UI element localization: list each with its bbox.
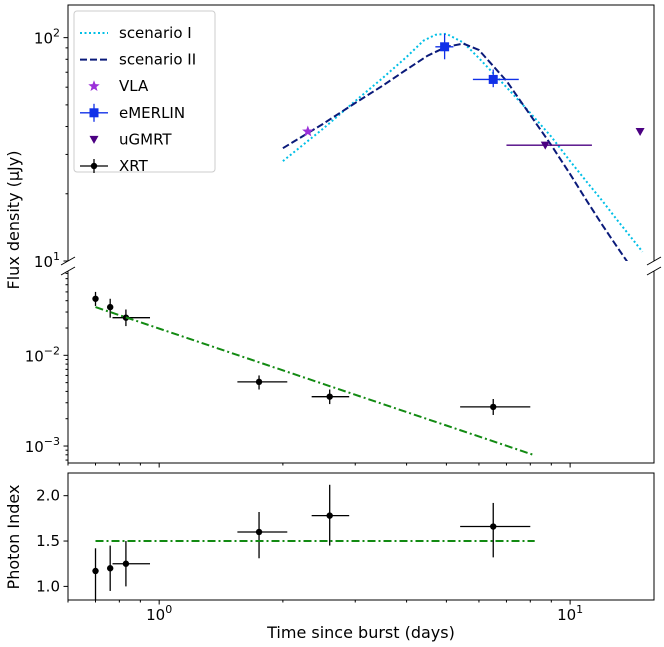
point-vla-0 (302, 125, 314, 137)
errorbar-photon-index-3 (237, 512, 288, 559)
point-ugmrt-1 (635, 127, 645, 136)
point-photon-index-1 (106, 565, 114, 572)
x-axis-label: Time since burst (days) (266, 623, 455, 642)
radio-panel-frame (67, 4, 655, 261)
legend-label-xrt: XRT (119, 157, 149, 175)
x-tick-label-1: 101 (557, 603, 583, 624)
legend-label-emerlin: eMERLIN (119, 104, 185, 122)
point-xrt-3 (255, 378, 263, 386)
legend-marker-vla (88, 80, 100, 92)
legend-label-vla: VLA (119, 77, 149, 95)
plot-area-radio (282, 32, 645, 261)
plot-area-index (92, 484, 535, 600)
y-tick-label-xray-1: 10−3 (25, 435, 60, 456)
y-tick-label-index-2: 2.0 (36, 487, 60, 505)
axis-break-lower-1 (646, 266, 662, 276)
point-photon-index-4 (326, 512, 333, 519)
point-ugmrt-0 (540, 141, 550, 150)
errorbar-photon-index-5 (460, 502, 531, 558)
axis-break-marks (60, 256, 662, 276)
axes-frames (67, 4, 655, 601)
legend-marker-emerlin (89, 108, 99, 118)
y-ticks-xray (63, 272, 68, 461)
y-tick-label-xray-0: 10−2 (25, 344, 60, 365)
point-photon-index-3 (255, 528, 263, 536)
plot-area-xray (92, 291, 536, 457)
y-tick-label-radio-1: 101 (34, 250, 60, 271)
x-tick-label-0: 100 (146, 603, 172, 624)
point-xrt-5 (490, 403, 497, 411)
line-scenario-i (282, 32, 644, 253)
x-ticks (67, 463, 571, 605)
y-ticks-index (63, 495, 68, 587)
point-emerlin-0 (440, 42, 450, 52)
index-panel-frame (67, 472, 655, 601)
line-power-law-fit (95, 306, 536, 457)
errorbar-xrt-3 (237, 375, 288, 390)
y-axis-label-flux: Flux density (μJy) (4, 151, 23, 290)
point-photon-index-0 (92, 567, 99, 575)
point-emerlin-1 (488, 74, 498, 84)
y-ticks-radio (63, 37, 68, 262)
legend-box (73, 10, 216, 173)
axis-break-lower-0 (60, 266, 76, 276)
point-xrt-0 (92, 295, 99, 302)
y-tick-label-index-1: 1.5 (36, 532, 60, 550)
y-axis-label-photon-index: Photon Index (4, 485, 23, 590)
legend-label-scenario-i: scenario I (119, 24, 192, 42)
y-tick-label-index-0: 1.0 (36, 577, 60, 595)
line-scenario-ii (282, 42, 628, 261)
point-photon-index-2 (122, 560, 130, 567)
y-tick-label-radio-0: 102 (34, 27, 60, 48)
legend-label-scenario-ii: scenario II (119, 51, 196, 69)
xray-panel-frame (67, 271, 655, 464)
point-photon-index-5 (490, 523, 497, 530)
legend-label-ugmrt: uGMRT (119, 130, 172, 148)
legend-marker-xrt (90, 162, 98, 170)
legend-marker-ugmrt (89, 135, 99, 144)
point-xrt-1 (106, 303, 114, 311)
legend: scenario I scenario II VLA eMERLIN uGMRT XRT (73, 10, 216, 175)
axis-break-upper-1 (646, 256, 662, 266)
point-xrt-4 (326, 393, 333, 400)
errorbar-photon-index-2 (112, 541, 151, 587)
